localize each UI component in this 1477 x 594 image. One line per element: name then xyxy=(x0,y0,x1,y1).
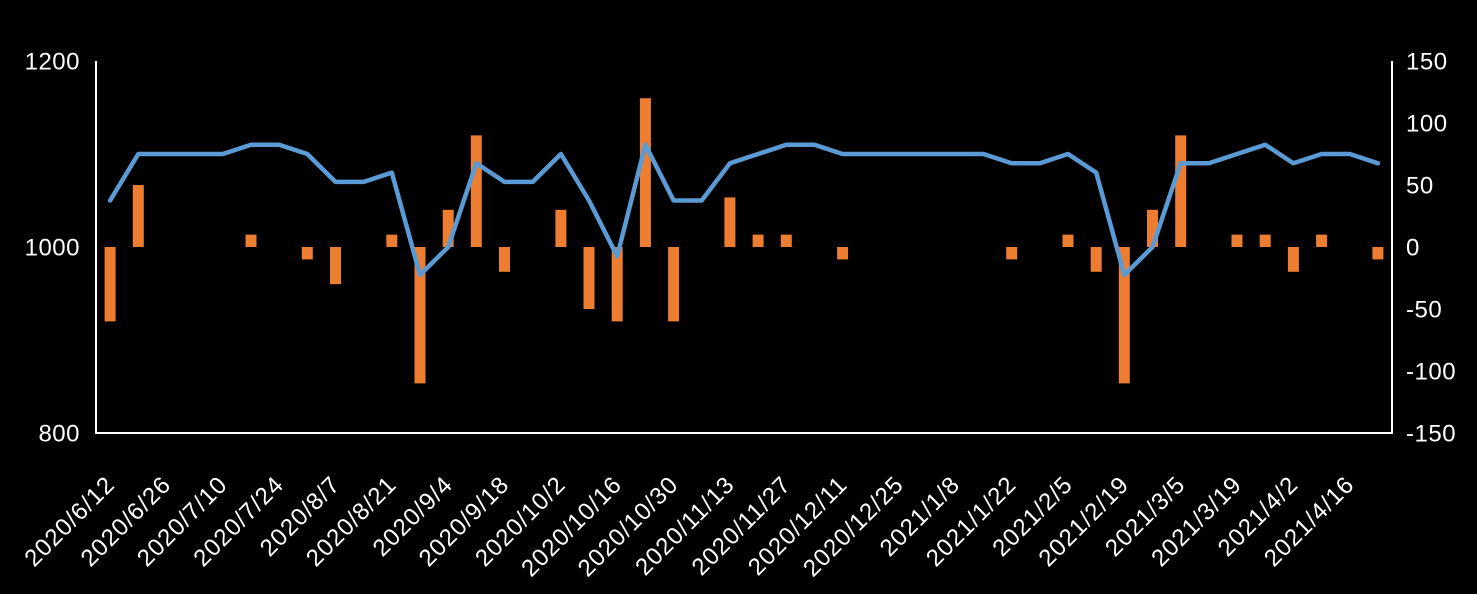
line-series xyxy=(107,142,1381,278)
left-axis-tick-label: 1200 xyxy=(25,48,80,75)
bar xyxy=(1316,234,1328,247)
bar xyxy=(639,98,651,247)
bar xyxy=(724,197,736,247)
bar xyxy=(668,247,680,322)
bar xyxy=(104,247,116,322)
bar xyxy=(1118,247,1130,384)
bar xyxy=(1287,247,1299,272)
bar xyxy=(583,247,595,309)
bar xyxy=(1062,234,1074,247)
bar xyxy=(301,247,313,260)
right-axis-tick-label: 150 xyxy=(1406,48,1448,75)
right-axis-tick-label: 50 xyxy=(1406,172,1434,199)
right-axis-labels: 150 100 50 0 -50 -100 -150 xyxy=(1406,48,1456,447)
left-axis-labels: 1200 1000 800 xyxy=(25,48,80,447)
bar xyxy=(1147,209,1158,247)
bar xyxy=(499,247,510,272)
bar xyxy=(1006,247,1018,260)
right-axis-tick-label: -100 xyxy=(1406,358,1456,385)
right-axis-tick-label: 0 xyxy=(1406,234,1420,261)
right-axis-tick-label: 100 xyxy=(1406,110,1448,137)
bar xyxy=(837,247,849,260)
bar xyxy=(1231,234,1243,247)
bar xyxy=(414,247,426,384)
left-axis-tick-label: 1000 xyxy=(25,234,80,261)
bar xyxy=(245,234,257,247)
bar xyxy=(386,234,398,247)
bar xyxy=(132,185,144,247)
bar xyxy=(1259,234,1271,247)
bar xyxy=(1090,247,1102,272)
bar xyxy=(1175,135,1187,247)
right-axis-tick-label: -50 xyxy=(1406,296,1442,323)
left-axis-tick-label: 800 xyxy=(38,420,80,447)
bar xyxy=(555,209,567,247)
bar xyxy=(611,247,623,322)
bar xyxy=(442,209,454,247)
bar-series xyxy=(104,98,1384,384)
x-axis-labels: 2020/6/122020/6/262020/7/102020/7/242020… xyxy=(19,471,1360,582)
bar xyxy=(1372,247,1384,260)
bar xyxy=(470,135,482,247)
bar xyxy=(752,234,764,247)
right-axis-tick-label: -150 xyxy=(1406,420,1456,447)
bar xyxy=(330,247,341,285)
axis-lines xyxy=(95,61,1393,434)
bar xyxy=(780,234,792,247)
